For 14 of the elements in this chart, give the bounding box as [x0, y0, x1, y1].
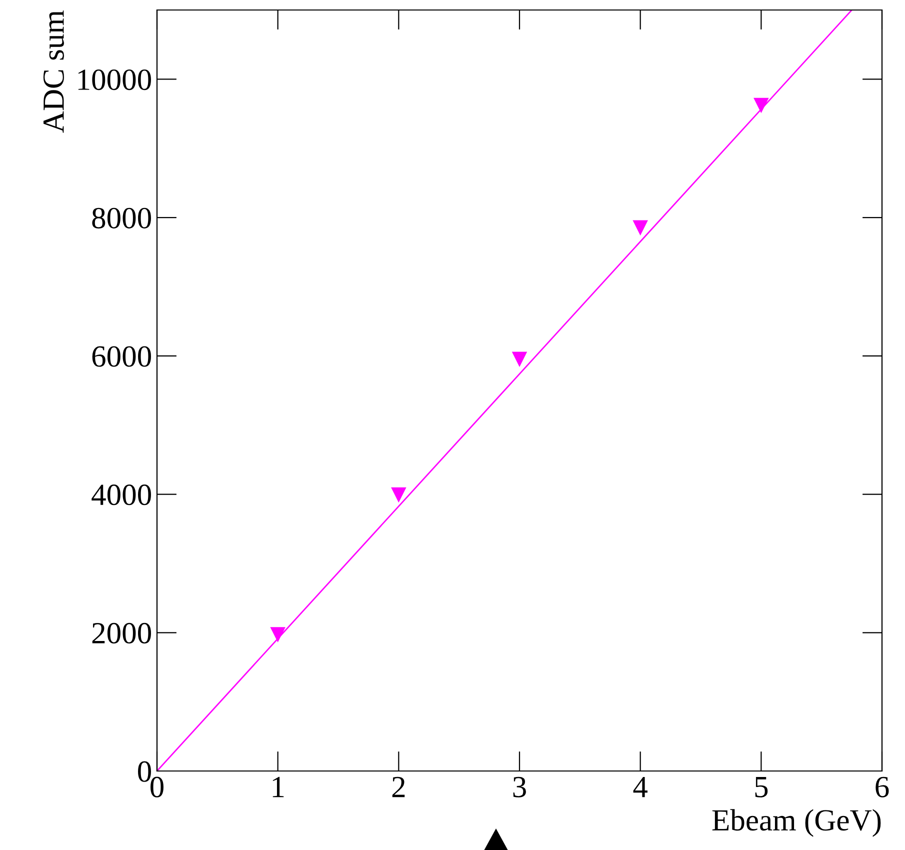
y-tick-label: 0 — [138, 761, 151, 782]
x-tick-label: 4 — [633, 776, 648, 798]
x-tick-label: 6 — [876, 776, 889, 798]
y-axis-title: ADC sum — [43, 10, 64, 133]
x-tick-label: 1 — [272, 776, 284, 798]
y-tick-label: 4000 — [92, 484, 151, 506]
x-axis-title: Ebeam (GeV) — [712, 809, 881, 837]
y-tick-label: 2000 — [92, 622, 151, 644]
x-tick-label: 3 — [513, 776, 526, 798]
y-tick-label: 10000 — [78, 69, 151, 90]
y-tick-label: 8000 — [92, 208, 151, 228]
y-tick-label: 6000 — [92, 346, 151, 367]
x-tick-label: 5 — [755, 777, 768, 798]
x-tick-label: 2 — [392, 776, 405, 798]
